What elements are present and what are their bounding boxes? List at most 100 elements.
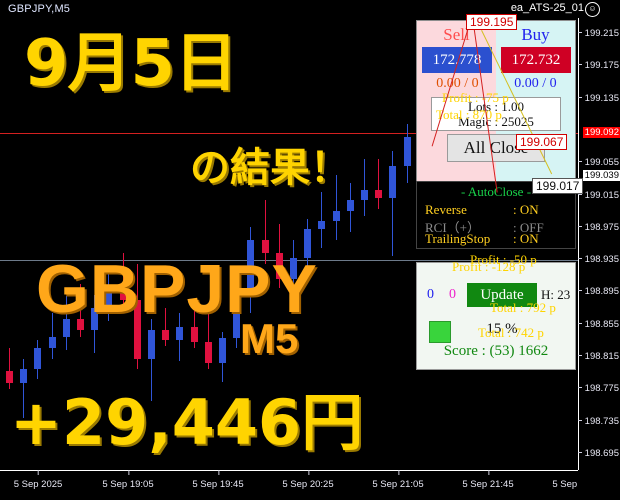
price-axis-tick-label: 199.015 <box>584 189 619 201</box>
candle-body <box>119 288 127 300</box>
price-axis-tick-label: 198.935 <box>584 254 619 266</box>
candle-wick <box>321 191 323 249</box>
price-axis-tick: 198.975 <box>577 221 619 233</box>
candle-wick <box>264 199 266 265</box>
reverse-value: : ON <box>513 202 539 217</box>
tick-dash <box>577 32 582 34</box>
overlay-amount-text: +29,446円 <box>10 386 364 459</box>
autoclose-row-rci[interactable]: RCI（+）: OFF <box>425 217 569 236</box>
price-axis-tick: 199.039 <box>582 170 620 182</box>
price-axis-tick: 198.695 <box>577 447 619 459</box>
ask-line <box>0 260 578 262</box>
candle-wick <box>378 159 380 210</box>
price-axis-tick: 198.895 <box>577 286 619 298</box>
price-axis-tick-label: 199.135 <box>584 92 619 104</box>
buy-volume-label: 0.00 / 0 <box>514 76 557 91</box>
price-axis-tick-label: 199.175 <box>584 60 619 72</box>
tick-dash <box>577 64 582 66</box>
price-axis-tick: 198.855 <box>577 318 619 330</box>
candle-wick <box>51 312 53 360</box>
candle-body <box>176 327 184 341</box>
candle-body <box>261 239 269 253</box>
time-axis-tick-label: 5 Sep 19:05 <box>102 479 154 490</box>
score-label: Score : (53) 1662 <box>443 343 549 359</box>
candle-body <box>375 189 383 198</box>
candle-body <box>318 220 326 229</box>
price-axis-tick-label: 198.775 <box>584 383 619 395</box>
lots-magic-box: Lots : 1.00 Magic : 25025 <box>431 97 561 131</box>
time-axis-tick-label: 5 Sep 19:45 <box>192 479 244 490</box>
candle-wick <box>335 175 337 240</box>
autoclose-row-trailingstop[interactable]: TrailingStop: ON <box>425 231 569 247</box>
ea-name-label: ea_ATS-25_01 <box>510 2 584 14</box>
candle-body <box>346 199 354 211</box>
counter-pink: 0 <box>449 287 456 302</box>
candle-wick <box>9 348 10 390</box>
candle-body <box>162 330 170 341</box>
price-axis-tick-label: 198.815 <box>584 351 619 362</box>
candle-body <box>219 338 226 363</box>
tick-dash <box>577 451 582 453</box>
time-axis-tick-label: 5 Sep 20:25 <box>282 479 334 490</box>
counter-blue: 0 <box>427 287 434 302</box>
tick-dash <box>577 96 582 98</box>
bid-line <box>0 133 578 135</box>
overlay-result-text: の結果！ <box>190 145 350 191</box>
autoclose-row-reverse[interactable]: Reverse : ON <box>425 202 569 218</box>
price-axis-tick: 198.935 <box>577 254 619 266</box>
tick-dash <box>37 470 39 475</box>
tick-dash <box>577 355 582 356</box>
candle-body <box>389 165 397 198</box>
candle-body <box>204 341 212 363</box>
candle-wick <box>80 284 81 337</box>
candle-body <box>77 319 84 331</box>
reverse-key: Reverse <box>425 202 467 217</box>
tick-dash <box>577 387 582 389</box>
buy-label: Buy <box>521 25 550 44</box>
rci-value: : OFF <box>513 220 544 235</box>
tick-dash <box>308 470 309 475</box>
trade-panel: Sell Buy 172.778 172.732 0.00 / 0 0.00 /… <box>416 20 576 182</box>
candle-body <box>91 307 99 331</box>
page-title: GBPJPY,M5 <box>8 3 71 15</box>
candle-body <box>304 228 312 258</box>
lots-label: Lots : 1.00 <box>468 99 524 114</box>
time-axis[interactable]: 5 Sep 2025 5 Sep 19:05 5 Sep 19:45 5 Sep 20… <box>0 470 604 500</box>
candle-wick <box>392 151 394 257</box>
floating-profit-a: Profit : -50 p <box>470 252 537 267</box>
candle-body <box>290 257 297 279</box>
tick-dash <box>577 290 582 292</box>
candle-body <box>20 369 28 383</box>
trailingstop-value: : ON <box>513 231 539 246</box>
price-axis-tick-label: 198.855 <box>584 318 619 330</box>
price-axis-tick-label: 198.695 <box>584 447 619 459</box>
floating-total-b: Total : 742 p <box>478 325 544 340</box>
buy-button[interactable]: 172.732 <box>501 47 571 73</box>
overlay-pair-text: GBPJPY <box>36 251 318 327</box>
candle-wick <box>151 319 152 402</box>
price-axis-tick: 198.735 <box>577 416 619 427</box>
tick-dash <box>577 193 582 195</box>
price-axis-tick-label: 199.092 <box>584 127 619 139</box>
price-tag[interactable]: 199.067 <box>516 134 568 150</box>
candle-wick <box>23 359 25 418</box>
price-axis-tick-label: 198.975 <box>584 221 619 233</box>
status-swatch <box>429 321 451 343</box>
tick-dash <box>398 470 399 475</box>
candle-wick <box>165 307 167 347</box>
update-button[interactable]: Update <box>467 283 537 307</box>
price-axis-tick-label: 198.895 <box>584 286 619 298</box>
price-tag[interactable]: 199.017 <box>532 178 584 194</box>
tick-dash <box>577 258 582 260</box>
price-tag[interactable]: 199.195 <box>466 14 518 30</box>
price-axis-tick-label: 199.039 <box>584 170 619 182</box>
time-axis-tick: 5 Sep 20:25 <box>282 470 334 490</box>
floating-total-a: Total : 792 p <box>490 300 556 315</box>
candle-body <box>133 299 141 360</box>
time-axis-tick-label: 5 Sep 21:05 <box>372 479 424 490</box>
price-axis[interactable]: 199.215 199.175 199.135 199.092 199.055 199.0… <box>577 18 620 470</box>
candle-body <box>34 348 42 370</box>
candle-body <box>48 336 56 349</box>
time-axis-tick-label: 5 Sep 21:45 <box>462 479 514 490</box>
